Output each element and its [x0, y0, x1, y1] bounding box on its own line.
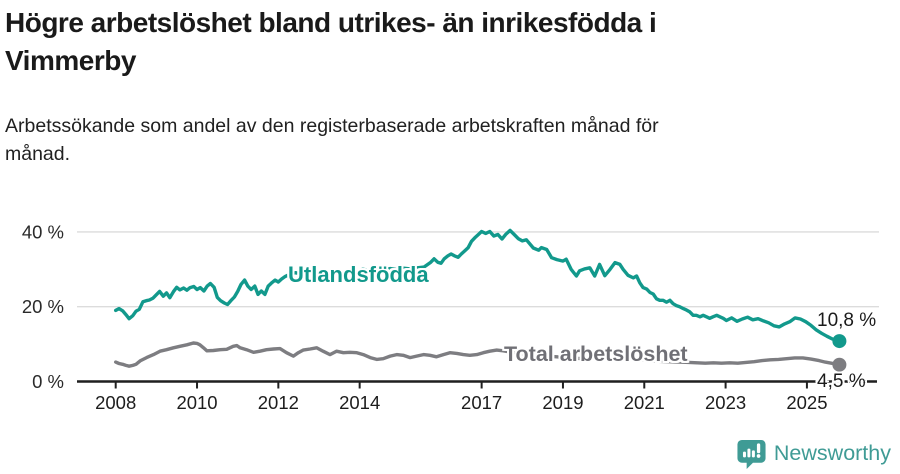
y-tick-label-40: 40 % — [22, 221, 64, 242]
x-tick-label-2012: 2012 — [258, 392, 299, 413]
x-tick-label-2010: 2010 — [176, 392, 217, 413]
newsworthy-brand[interactable]: Newsworthy — [736, 438, 891, 469]
title-line-2: Vimmerby — [5, 45, 136, 76]
end-dot-utlandsfodda — [832, 334, 847, 349]
end-value-label-utlandsfodda: 10,8 % — [817, 310, 877, 331]
series-label-total-arbetsloshet: Total arbetslöshet — [504, 342, 688, 366]
y-tick-label-20: 20 % — [22, 296, 64, 317]
end-value-label-total: 4,5 % — [817, 371, 866, 392]
x-tick-label-2025: 2025 — [786, 392, 827, 413]
series-line-utlandsfodda — [113, 228, 842, 343]
x-tick-label-2019: 2019 — [542, 392, 583, 413]
x-tick-label-2014: 2014 — [339, 392, 380, 413]
logo-bar-medium — [747, 448, 751, 458]
title-line-1: Högre arbetslöshet bland utrikes- än inr… — [5, 7, 657, 38]
logo-bar-small — [742, 451, 746, 458]
x-tick-label-2017: 2017 — [461, 392, 502, 413]
chart-subtitle: Arbetssökande som andel av den registerb… — [5, 112, 659, 168]
y-tick-label-0: 0 % — [32, 371, 64, 392]
page-title: Högre arbetslöshet bland utrikes- än inr… — [5, 4, 657, 80]
series-label-utlandsfodda: Utlandsfödda — [288, 262, 429, 287]
brand-name: Newsworthy — [773, 441, 891, 465]
newsworthy-logo-icon — [737, 439, 766, 469]
x-tick-label-2008: 2008 — [95, 392, 136, 413]
logo-bar-tall — [751, 450, 755, 458]
series-line-total — [113, 341, 842, 368]
subtitle-line-2: månad. — [5, 143, 71, 165]
logo-exclamation-bar — [756, 443, 761, 454]
logo-exclamation-dot — [756, 454, 761, 458]
x-tick-label-2023: 2023 — [705, 392, 746, 413]
end-dot-total — [832, 357, 847, 372]
subtitle-line-1: Arbetssökande som andel av den registerb… — [5, 115, 659, 137]
x-tick-label-2021: 2021 — [624, 392, 665, 413]
